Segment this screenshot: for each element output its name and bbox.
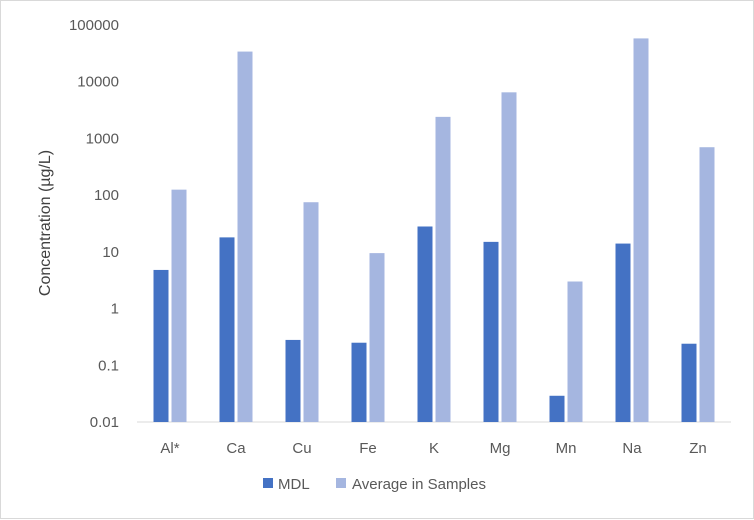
- bar-mdl-al: [153, 269, 169, 422]
- bar-mdl-mg: [483, 241, 499, 422]
- bar-mdl-zn: [681, 343, 697, 422]
- y-tick-label: 0.1: [98, 357, 119, 374]
- x-tick-label: Na: [622, 440, 642, 457]
- x-tick-label: Mn: [556, 440, 577, 457]
- y-tick-label: 100: [94, 187, 119, 204]
- bar-mdl-na: [615, 243, 631, 422]
- x-tick-label: Zn: [689, 440, 707, 457]
- bar-mdl-k: [417, 226, 433, 422]
- bar-average-ca: [237, 51, 253, 422]
- x-tick-label: Al*: [160, 440, 179, 457]
- y-tick-label: 0.01: [90, 414, 119, 431]
- bar-average-k: [435, 116, 451, 422]
- x-tick-label: Ca: [226, 440, 246, 457]
- x-tick-label: K: [429, 440, 439, 457]
- bar-average-na: [633, 38, 649, 422]
- x-tick-label: Cu: [292, 440, 311, 457]
- bar-average-cu: [303, 202, 319, 422]
- bar-mdl-mn: [549, 395, 565, 422]
- y-tick-label: 1: [111, 301, 119, 318]
- y-tick-label: 10: [102, 244, 119, 261]
- legend-label-average: Average in Samples: [352, 476, 486, 493]
- bar-mdl-fe: [351, 342, 367, 422]
- y-axis-title: Concentration (µg/L): [37, 150, 54, 296]
- y-tick-label: 1000: [86, 130, 119, 147]
- bar-average-al: [171, 189, 187, 422]
- bar-average-mn: [567, 281, 583, 422]
- bar-mdl-cu: [285, 339, 301, 422]
- bar-mdl-ca: [219, 237, 235, 422]
- y-tick-label: 10000: [77, 74, 119, 91]
- y-tick-label: 100000: [69, 17, 119, 34]
- legend-swatch-average: [336, 478, 346, 488]
- x-tick-label: Mg: [490, 440, 511, 457]
- bar-average-mg: [501, 92, 517, 422]
- bar-average-zn: [699, 147, 715, 422]
- x-tick-label: Fe: [359, 440, 377, 457]
- bar-average-fe: [369, 253, 385, 422]
- legend-swatch-mdl: [263, 478, 273, 488]
- legend-label-mdl: MDL: [278, 476, 310, 493]
